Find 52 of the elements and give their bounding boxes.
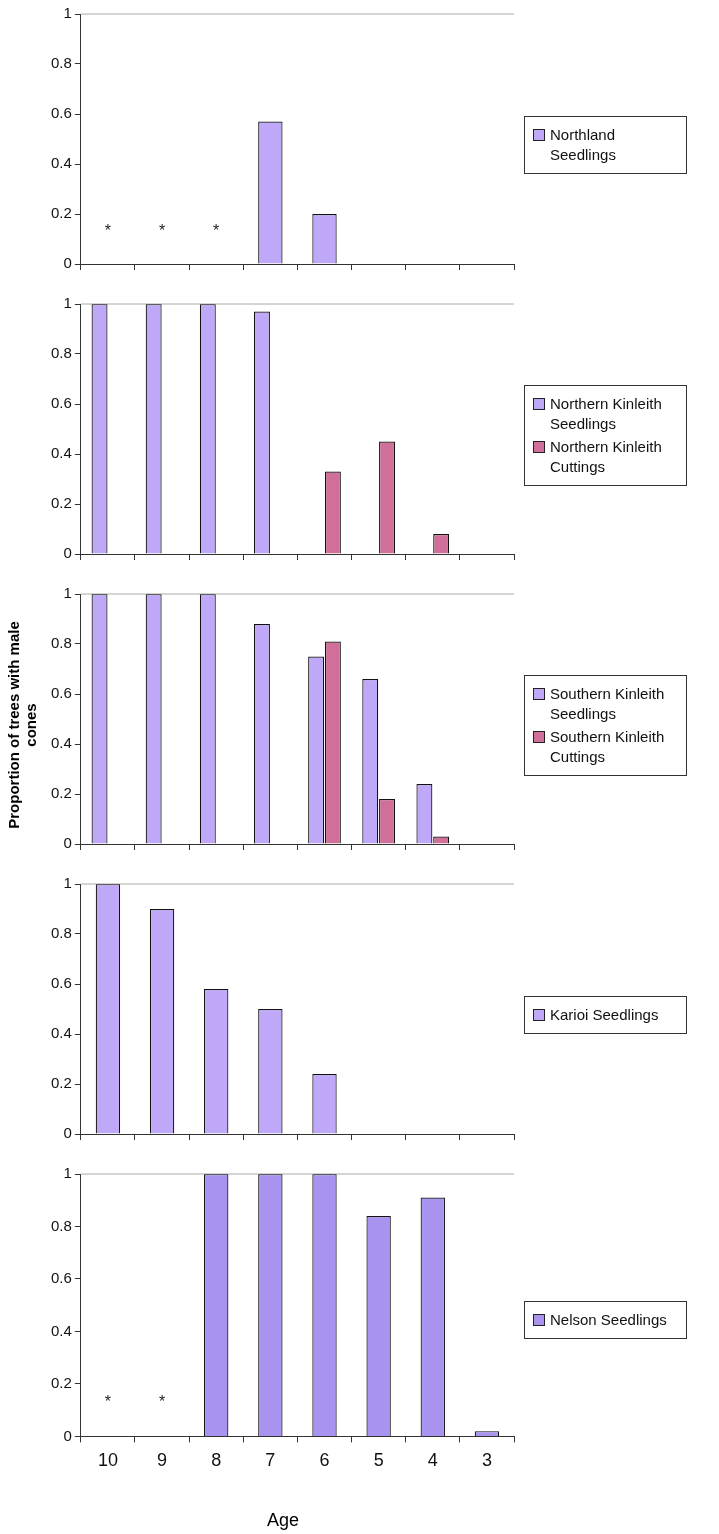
y-tick-label: 1: [63, 294, 72, 312]
y-tick-label: 0.6: [50, 974, 72, 992]
y-tick-label: 0.2: [50, 1074, 72, 1092]
x-tick-label: 7: [265, 1450, 276, 1471]
y-tick-label: 0.2: [50, 204, 72, 222]
legend-label: Northland Seedlings: [550, 125, 617, 165]
legend-label: Northern Kinleith Seedlings: [550, 393, 663, 434]
y-tick-label: 0: [63, 254, 72, 272]
y-tick-label: 0.8: [50, 1216, 72, 1234]
legend-label: Karioi Seedlings: [550, 1005, 660, 1025]
y-tick-label: 0: [63, 544, 72, 562]
y-tick-label: 0.6: [50, 1269, 72, 1287]
y-tick-label: 1: [63, 874, 72, 892]
y-tick-label: 0.8: [50, 634, 72, 652]
legend-label: Northern Kinleith Cuttings: [550, 436, 663, 477]
y-tick-label: 0.8: [50, 924, 72, 942]
legend-label: Nelson Seedlings: [550, 1310, 668, 1330]
legend-label: Southern Kinleith Seedlings: [550, 683, 666, 724]
y-tick-label: 0.4: [50, 1321, 72, 1339]
x-axis-title: Age: [266, 1510, 300, 1531]
annotation: *: [158, 221, 166, 239]
x-tick-label: 9: [157, 1450, 168, 1471]
y-tick-label: 0.2: [50, 784, 72, 802]
y-tick-label: 0.6: [50, 684, 72, 702]
x-tick-label: 8: [211, 1450, 222, 1471]
y-tick-label: 0: [63, 834, 72, 852]
y-tick-label: 0.6: [50, 394, 72, 412]
x-tick-label: 6: [319, 1450, 330, 1471]
y-tick-label: 1: [63, 4, 72, 22]
y-tick-label: 0.8: [50, 344, 72, 362]
y-tick-label: 0.6: [50, 104, 72, 122]
y-tick-label: 0.4: [50, 1024, 72, 1042]
y-axis-title: Proportion of trees with male cones: [5, 620, 39, 830]
x-tick-label: 4: [427, 1450, 438, 1471]
y-tick-label: 0: [63, 1124, 72, 1142]
annotation: *: [213, 221, 220, 239]
y-tick-label: 1: [63, 584, 72, 602]
y-tick-label: 1: [63, 1164, 72, 1182]
y-tick-label: 0.4: [50, 734, 72, 752]
legend-label: Southern Kinleith Cuttings: [550, 726, 666, 767]
annotation: *: [158, 1392, 166, 1410]
y-tick-label: 0.2: [50, 494, 72, 512]
y-tick-label: 0.4: [50, 154, 72, 172]
x-tick-label: 10: [97, 1450, 118, 1471]
annotation: *: [104, 1392, 112, 1410]
y-tick-label: 0.8: [50, 54, 72, 72]
x-tick-label: 5: [373, 1450, 384, 1471]
annotation: *: [104, 221, 112, 239]
y-tick-label: 0: [63, 1426, 72, 1444]
x-tick-label: 3: [481, 1450, 492, 1471]
y-tick-label: 0.2: [50, 1374, 72, 1392]
y-tick-label: 0.4: [50, 444, 72, 462]
